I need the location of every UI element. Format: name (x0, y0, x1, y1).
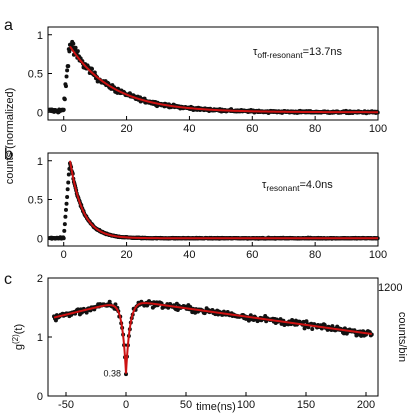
panel-a-fit-curve (69, 45, 378, 114)
panel-c-data-point (304, 319, 309, 324)
panel-a-xtick-label: 20 (120, 123, 132, 135)
panel-b-label: b (4, 146, 13, 163)
panel-c-y-axis-label: g(2)(t) (11, 324, 25, 350)
panel-c-ytick-label: 0 (37, 391, 43, 403)
panel-a-data-point (66, 64, 71, 69)
panel-a-xtick-label: 0 (61, 123, 67, 135)
panel-b-data-point (65, 187, 70, 192)
dip-minimum-label: 0.38 (103, 369, 121, 379)
panel-b-data-point (62, 228, 67, 233)
panel-a-ytick-label: 0.5 (28, 69, 43, 81)
panel-c-data-point (145, 303, 150, 308)
panel-c-data-point (341, 331, 346, 336)
panel-b-tau-annotation: τresonant=4.0ns (262, 179, 333, 193)
panel-b: b τresonant=4.0ns 0 20 40 60 80 100 0 0.5 1 (4, 146, 387, 261)
panel-a-xtick-label: 100 (369, 123, 387, 135)
panel-b-fit-curve (69, 160, 378, 240)
panel-b-ytick-label: 1 (37, 156, 43, 168)
panel-a-xtick-label: 40 (183, 123, 195, 135)
panel-a-data-point (90, 66, 94, 71)
panel-a-data-point (61, 107, 66, 112)
panel-b-xtick-label: 60 (246, 249, 258, 261)
panel-b-data-point (65, 195, 70, 200)
panel-b-xtick-label: 100 (369, 249, 387, 261)
panel-a-xtick-label: 80 (309, 123, 321, 135)
panel-c-ytick-label: 1 (37, 332, 43, 344)
panel-b-data-point (64, 201, 69, 206)
panel-c-data-point (310, 327, 315, 332)
right-axis-max-label: 1200 (378, 282, 402, 294)
panel-a-xtick-label: 60 (246, 123, 258, 135)
x-axis-label: time(ns) (196, 401, 236, 413)
panel-c-xtick-label: 100 (237, 399, 255, 411)
panel-c-right-axis-label: counts/bin (396, 312, 408, 362)
panel-b-data-point (66, 172, 71, 177)
panel-a-data-point (63, 84, 68, 89)
panel-b-frame (47, 152, 379, 247)
panel-a-frame (47, 26, 379, 121)
panel-a-data-point (71, 41, 76, 46)
panel-b-ytick-label: 0 (37, 233, 43, 245)
panel-c: c g(2)(t) 1200 counts/bin time(ns) -50 0 5… (4, 271, 408, 413)
panel-b-data-point (66, 180, 71, 185)
panel-a-data-point (75, 49, 80, 54)
panel-a-data-point (62, 97, 67, 102)
panel-a-label: a (4, 17, 13, 34)
panel-b-data-point (63, 214, 68, 219)
panel-a-tau-annotation: τoff-resonant=13.7ns (253, 46, 343, 60)
panel-c-data-point (53, 318, 58, 323)
panel-b-xtick-label: 80 (309, 249, 321, 261)
panel-b-data-point (63, 207, 68, 212)
panel-c-ytick-label: 2 (37, 273, 43, 285)
panel-c-xtick-label: -50 (58, 399, 74, 411)
shared-y-axis-label: counts (normalized) (4, 88, 16, 185)
panel-c-xtick-label: 50 (180, 399, 192, 411)
panel-b-xtick-label: 20 (120, 249, 132, 261)
panel-b-ytick-label: 0.5 (28, 195, 43, 207)
panel-c-xtick-label: 150 (297, 399, 315, 411)
panel-c-fit-curve (53, 302, 372, 374)
panel-a-data-point (64, 74, 69, 79)
panel-c-frame (47, 277, 379, 397)
panel-c-xtick-label: 0 (123, 399, 129, 411)
panel-b-xtick-label: 40 (183, 249, 195, 261)
panel-a-ytick-label: 1 (37, 30, 43, 42)
panel-a: a τoff-resonant=13.7ns 0 20 40 60 80 100 0 0.5 1 (4, 17, 387, 135)
panel-b-xtick-label: 0 (61, 249, 67, 261)
panel-a-ytick-label: 0 (37, 107, 43, 119)
panel-c-label: c (4, 271, 12, 288)
panel-c-data-point (84, 310, 89, 315)
panel-c-xtick-label: 200 (357, 399, 375, 411)
panel-b-data-point (61, 236, 66, 241)
panel-a-data-point (73, 45, 78, 50)
panel-b-data-point (62, 222, 67, 227)
panel-a-data-point (65, 68, 70, 73)
